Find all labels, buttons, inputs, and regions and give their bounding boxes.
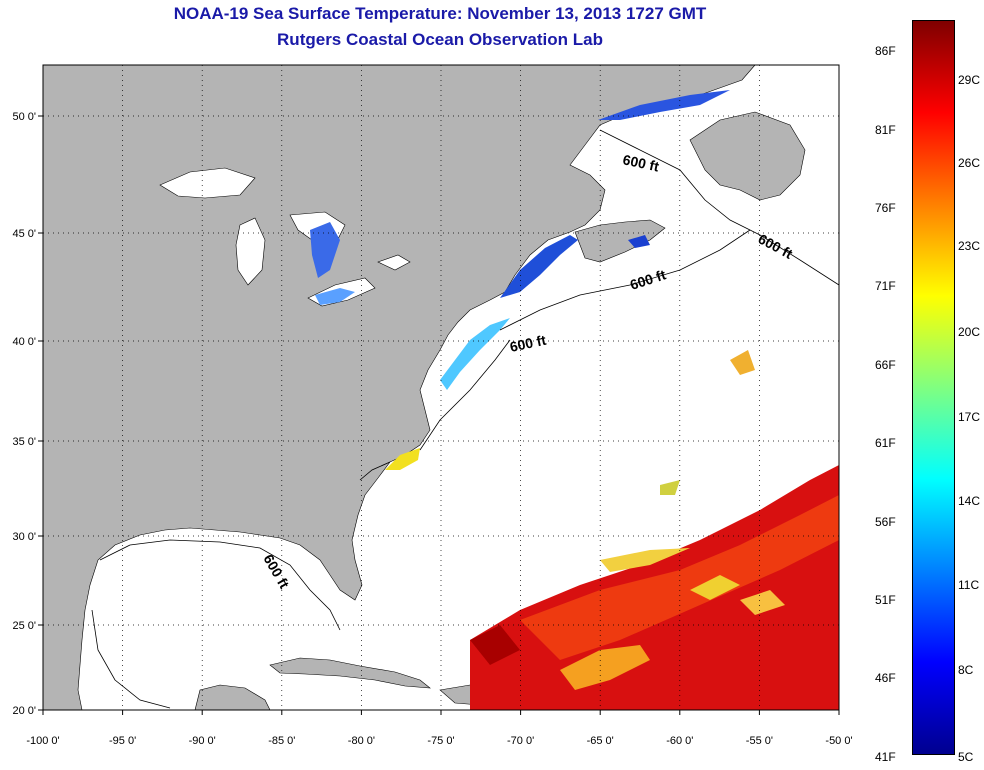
colorbar-c-label: 20C: [958, 325, 981, 339]
colorbar-c-label: 29C: [958, 73, 981, 87]
map-subtitle: Rutgers Coastal Ocean Observation Lab: [277, 30, 603, 49]
colorbar-f-label: 56F: [875, 515, 896, 529]
latitude-axis: 50 0' 45 0' 40 0' 35 0' 30 0' 25 0' 20 0': [12, 111, 43, 717]
lat-tick-label: 40 0': [12, 336, 36, 348]
lon-tick-label: -80 0': [348, 735, 375, 747]
lat-tick-label: 20 0': [12, 705, 36, 717]
lon-tick-label: -55 0': [746, 735, 773, 747]
colorbar-f-label: 86F: [875, 44, 896, 58]
coastal-sst-bands: [385, 90, 730, 470]
colorbar-c-label: 23C: [958, 239, 981, 253]
lon-tick-label: -60 0': [666, 735, 693, 747]
lon-tick-label: -90 0': [189, 735, 216, 747]
colorbar-f-label: 66F: [875, 358, 896, 372]
temperature-colorbar: [912, 20, 955, 755]
colorbar-f-label: 61F: [875, 436, 896, 450]
colorbar-c-label: 11C: [958, 578, 980, 592]
colorbar-c-label: 14C: [958, 494, 981, 508]
map-title: NOAA-19 Sea Surface Temperature: Novembe…: [173, 4, 707, 23]
colorbar-f-label: 71F: [875, 279, 896, 293]
contour-label: 600 ft: [621, 151, 660, 174]
lon-tick-label: -85 0': [268, 735, 295, 747]
colorbar-f-label: 81F: [875, 123, 896, 137]
colorbar-f-label: 76F: [875, 201, 896, 215]
colorbar-c-label: 26C: [958, 156, 981, 170]
colorbar-f-label: 41F: [875, 750, 896, 764]
colorbar-c-label: 17C: [958, 410, 981, 424]
lat-tick-label: 25 0': [12, 620, 36, 632]
lat-tick-label: 50 0': [12, 111, 36, 123]
contour-label: 600 ft: [508, 332, 547, 355]
lon-tick-label: -50 0': [825, 735, 852, 747]
lat-tick-label: 45 0': [12, 228, 36, 240]
colorbar-c-label: 8C: [958, 663, 974, 677]
colorbar-f-label: 46F: [875, 671, 896, 685]
lon-tick-label: -70 0': [507, 735, 534, 747]
lat-tick-label: 30 0': [12, 531, 36, 543]
sst-map: 600 ft 600 ft 600 ft 600 ft 600 ft -100 …: [12, 64, 853, 747]
nova-scotia-land: [574, 219, 666, 263]
lon-tick-label: -95 0': [109, 735, 136, 747]
warm-sst-region: [470, 350, 839, 710]
colorbar-f-label: 51F: [875, 593, 896, 607]
great-lakes-sst: [310, 222, 355, 305]
cuba-land: [269, 657, 431, 689]
colorbar-c-label: 5C: [958, 750, 974, 764]
newfoundland-land: [689, 111, 806, 201]
lon-tick-label: -100 0': [26, 735, 59, 747]
lat-tick-label: 35 0': [12, 436, 36, 448]
longitude-axis: -100 0' -95 0' -90 0' -85 0' -80 0' -75 0' -70…: [26, 710, 853, 747]
bathymetry-contours: [91, 129, 840, 709]
lon-tick-label: -75 0': [427, 735, 454, 747]
lon-tick-label: -65 0': [587, 735, 614, 747]
